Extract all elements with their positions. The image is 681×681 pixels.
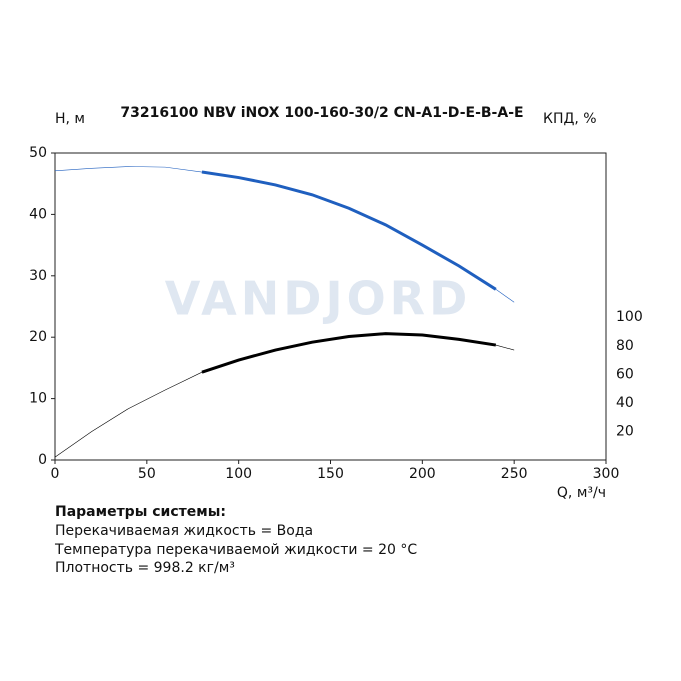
x-tick-label: 100 (225, 466, 252, 482)
param-line: Плотность = 998.2 кг/м³ (55, 560, 235, 576)
chart-title: 73216100 NBV iNOX 100-160-30/2 CN-A1-D-E… (120, 105, 523, 121)
y2-axis-label: КПД, % (543, 111, 597, 127)
x-tick-label: 50 (138, 466, 156, 482)
y2-tick-label: 100 (616, 309, 643, 325)
param-line: Перекачиваемая жидкость = Вода (55, 523, 313, 539)
x-axis-label: Q, м³/ч (557, 485, 606, 501)
y2-tick-label: 20 (616, 423, 634, 439)
y2-tick-label: 80 (616, 338, 634, 354)
y-tick-label: 30 (29, 268, 47, 284)
y-tick-label: 20 (29, 329, 47, 345)
y2-tick-label: 60 (616, 366, 634, 382)
x-tick-label: 150 (317, 466, 344, 482)
curve-working (201, 170, 497, 291)
curve-working (201, 332, 497, 374)
y-tick-label: 10 (29, 391, 47, 407)
y-tick-label: 40 (29, 206, 47, 222)
y-tick-label: 0 (38, 452, 47, 468)
x-tick-label: 300 (593, 466, 620, 482)
params-heading: Параметры системы: (55, 504, 226, 520)
watermark: VANDJORD (165, 272, 472, 326)
y2-tick-label: 40 (616, 395, 634, 411)
x-tick-label: 0 (51, 466, 60, 482)
y-axis-label: H, м (55, 111, 85, 127)
y-tick-label: 50 (29, 145, 47, 161)
x-tick-label: 200 (409, 466, 436, 482)
x-tick-label: 250 (501, 466, 528, 482)
curve-thin (54, 333, 515, 458)
param-line: Температура перекачиваемой жидкости = 20… (54, 542, 417, 558)
